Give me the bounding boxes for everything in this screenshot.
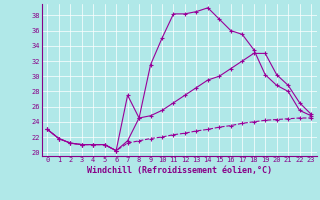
X-axis label: Windchill (Refroidissement éolien,°C): Windchill (Refroidissement éolien,°C) (87, 166, 272, 175)
